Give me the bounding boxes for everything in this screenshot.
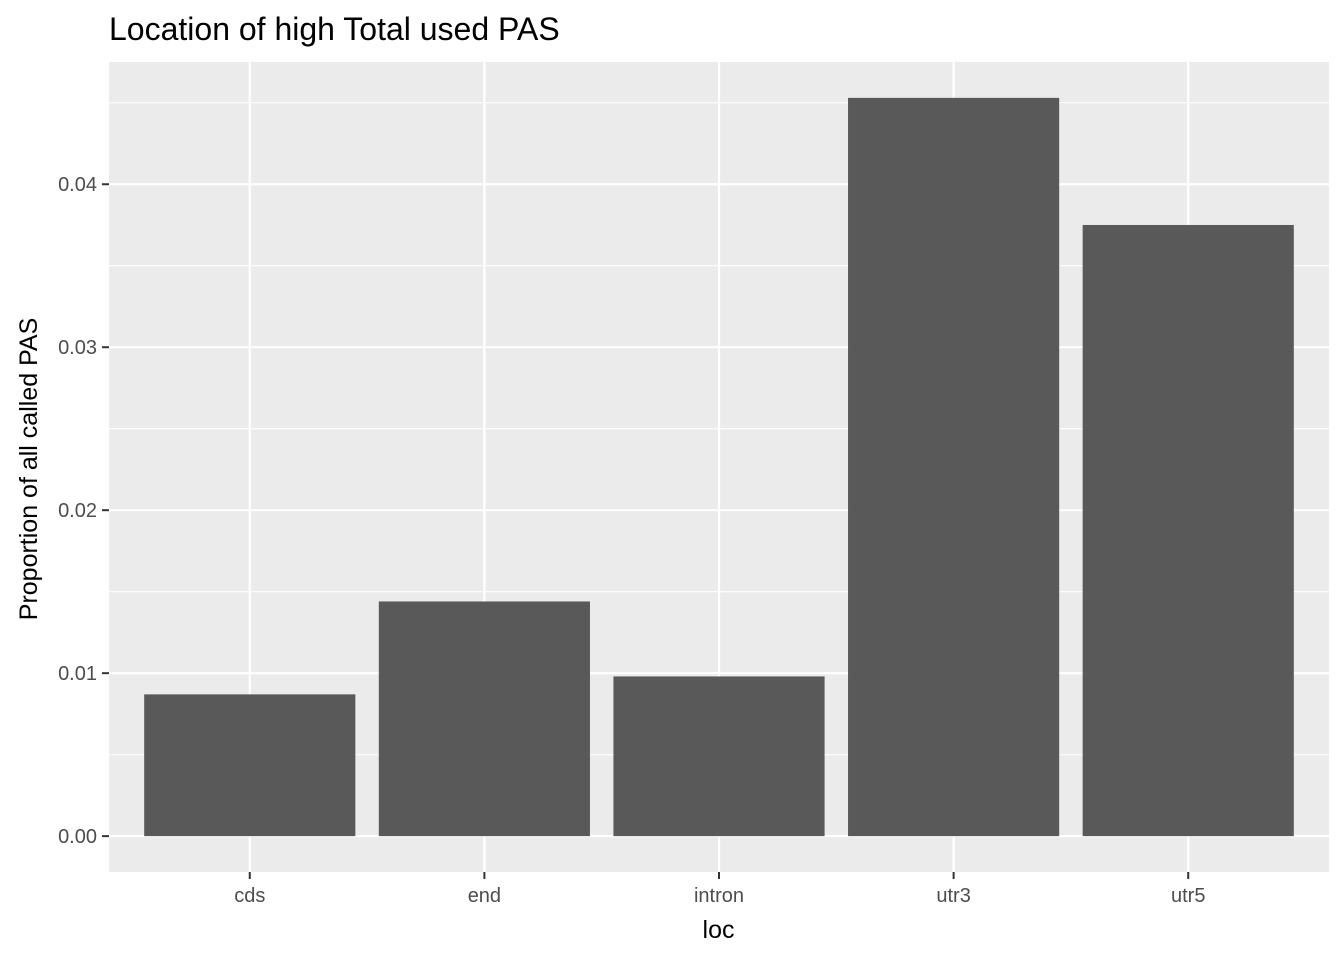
bars [144,97,1294,837]
bar-utr3 [848,97,1060,837]
x-tick-label: intron [694,885,744,907]
bar-intron [613,676,825,837]
x-tick-label: utr5 [1171,885,1205,907]
y-tick-label: 0.03 [58,337,97,359]
axes: 0.00 0.01 0.02 0.03 0.04 cds end intron utr3 utr5 [58,174,1205,907]
bar-utr5 [1082,224,1294,837]
bar-end [378,601,590,837]
x-axis-title: loc [703,916,735,944]
bar-cds [144,694,356,837]
y-tick-label: 0.01 [58,663,97,685]
y-axis-title: Proportion of all called PAS [15,318,43,620]
y-tick-label: 0.00 [58,826,97,848]
y-tick-label: 0.02 [58,500,97,522]
x-tick-label: cds [234,885,265,907]
y-tick-label: 0.04 [58,174,97,196]
x-tick-label: end [468,885,501,907]
chart-title: Location of high Total used PAS [109,11,560,47]
x-tick-label: utr3 [936,885,970,907]
